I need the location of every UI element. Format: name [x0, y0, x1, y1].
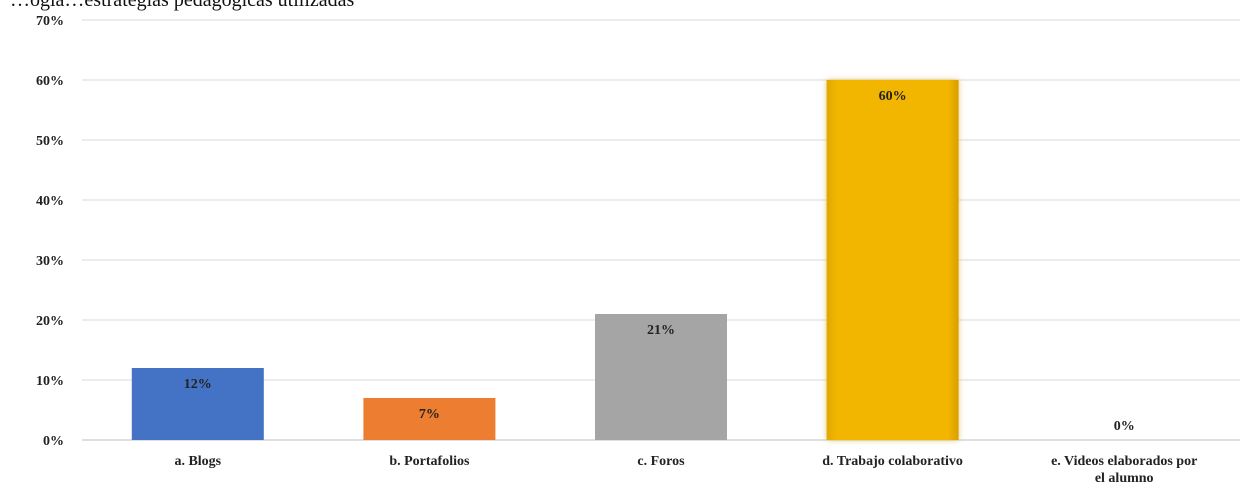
data-label: 21% [647, 323, 675, 338]
data-label: 7% [419, 407, 440, 422]
x-category-label: b. Portafolios [389, 454, 470, 469]
y-tick-label: 70% [36, 14, 64, 29]
data-label: 60% [879, 89, 907, 104]
x-category-label: d. Trabajo colaborativo [822, 454, 963, 469]
y-tick-label: 0% [43, 434, 64, 449]
bar-d-trabajo-colaborativo [826, 80, 959, 440]
y-tick-label: 20% [36, 314, 64, 329]
x-category-label: e. Videos elaborados por el alumno [1051, 454, 1197, 486]
bar-a-blogs [131, 368, 264, 440]
x-category-label: a. Blogs [174, 454, 221, 469]
caption-fragment: …ogía…estrategias pedagógicas utilizadas [10, 0, 355, 11]
data-label: 12% [184, 377, 212, 392]
y-tick-label: 50% [36, 134, 64, 149]
y-tick-label: 30% [36, 254, 64, 269]
bar-c-foros [595, 314, 727, 440]
data-label: 0% [1114, 419, 1135, 434]
y-tick-label: 60% [36, 74, 64, 89]
y-tick-label: 10% [36, 374, 64, 389]
x-category-label: c. Foros [637, 454, 685, 469]
bar-b-portafolios [363, 398, 496, 440]
y-tick-label: 40% [36, 194, 64, 209]
